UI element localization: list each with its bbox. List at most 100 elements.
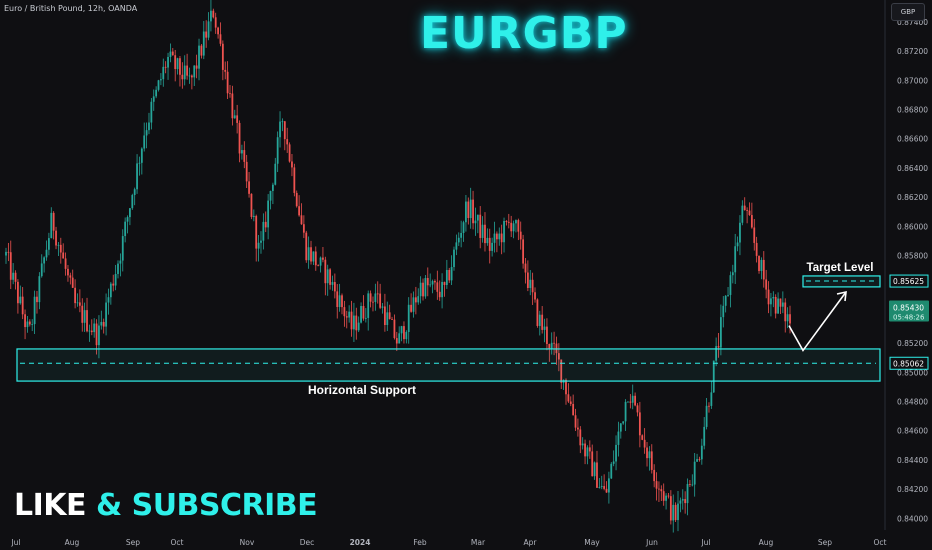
y-tick-label: 0.87400	[897, 18, 928, 27]
x-tick-label: Sep	[126, 538, 140, 547]
y-tick-label: 0.85200	[897, 339, 928, 348]
candle-body	[457, 237, 460, 243]
candle-body	[260, 240, 262, 243]
candle-body	[789, 314, 791, 324]
candle-body	[441, 281, 443, 298]
x-tick-label: Nov	[240, 538, 255, 547]
candle-body	[750, 215, 753, 228]
x-tick-label: Feb	[413, 538, 427, 547]
candle-body	[660, 489, 663, 492]
candle-body	[360, 306, 362, 323]
price-axis[interactable]: 0.87400 0.87200 0.87000 0.86800 0.86600 0.864…	[897, 18, 928, 523]
chart-title: EURGBP	[420, 8, 628, 59]
candle-body	[507, 221, 510, 223]
candles-layer	[5, 0, 791, 533]
candle-body	[762, 259, 765, 280]
candle-body	[367, 293, 370, 318]
candle-body	[522, 239, 525, 264]
candle-body	[143, 135, 146, 149]
candle-body	[140, 148, 143, 163]
candle-body	[567, 394, 570, 402]
candle-body	[679, 500, 682, 504]
candle-body	[252, 215, 255, 217]
candle-body	[727, 294, 729, 296]
candle-body	[636, 405, 639, 413]
candle-body	[329, 269, 331, 285]
candle-body	[55, 230, 57, 246]
currency-button[interactable]: GBP	[891, 3, 925, 21]
candle-body	[553, 342, 555, 344]
candle-body	[417, 296, 420, 303]
candle-body	[519, 231, 522, 240]
time-axis[interactable]: Jul Aug Sep Oct Nov Dec 2024 Feb Mar Apr May Jun Jul…	[10, 538, 886, 547]
candle-body	[476, 214, 479, 221]
candle-body	[210, 10, 212, 22]
candle-body	[124, 221, 127, 237]
candle-body	[543, 326, 546, 330]
y-tick-label: 0.86600	[897, 135, 928, 144]
candle-body	[665, 495, 667, 501]
candle-body	[484, 224, 486, 244]
candle-body	[698, 459, 701, 460]
candle-body	[655, 481, 658, 489]
candle-body	[221, 43, 224, 70]
candle-body	[33, 296, 36, 325]
candle-body	[786, 314, 789, 322]
candle-body	[560, 359, 563, 383]
candle-body	[298, 206, 301, 216]
candle-body	[407, 304, 410, 333]
candle-body	[712, 360, 715, 393]
y-tick-label: 0.86200	[897, 193, 928, 202]
candle-body	[574, 415, 577, 428]
candle-body	[643, 439, 646, 448]
candle-body	[317, 265, 320, 267]
candle-body	[391, 318, 393, 320]
candle-body	[174, 55, 177, 70]
candle-body	[69, 275, 72, 278]
candle-body	[78, 302, 81, 306]
candle-body	[19, 296, 22, 304]
candle-body	[5, 251, 7, 256]
y-tick-label: 0.85000	[897, 368, 928, 377]
candle-body	[772, 296, 775, 299]
candle-body	[76, 302, 79, 304]
candle-body	[634, 395, 637, 406]
candle-body	[64, 258, 67, 269]
candle-body	[586, 447, 589, 457]
candle-body	[479, 214, 482, 238]
candle-body	[731, 272, 734, 276]
candle-body	[74, 287, 77, 304]
candle-body	[538, 314, 541, 326]
symbol-info: Euro / British Pound, 12h, OANDA	[4, 4, 138, 13]
candle-body	[200, 45, 203, 56]
candle-body	[257, 242, 260, 249]
countdown-text: 05:48:26	[893, 314, 925, 322]
candle-body	[107, 297, 110, 303]
candle-body	[414, 297, 417, 303]
support-label: Horizontal Support	[308, 383, 416, 397]
candle-body	[445, 269, 448, 286]
candle-body	[288, 144, 291, 162]
x-tick-label: Oct	[171, 538, 184, 547]
candle-body	[460, 232, 463, 238]
x-tick-label: Dec	[300, 538, 315, 547]
candle-body	[281, 121, 284, 123]
candle-body	[164, 66, 167, 68]
candle-body	[658, 488, 660, 490]
candle-body	[650, 451, 653, 470]
candle-body	[333, 282, 336, 292]
candle-body	[271, 184, 274, 191]
candle-body	[93, 323, 96, 333]
candle-body	[736, 242, 739, 247]
candle-body	[14, 272, 17, 282]
x-tick-label: Jul	[700, 538, 710, 547]
candle-body	[591, 451, 594, 477]
candle-body	[708, 405, 710, 407]
candle-body	[734, 246, 737, 273]
candle-body	[677, 503, 679, 521]
candle-body	[26, 321, 29, 328]
candle-body	[248, 181, 250, 194]
target-zone	[802, 275, 881, 288]
